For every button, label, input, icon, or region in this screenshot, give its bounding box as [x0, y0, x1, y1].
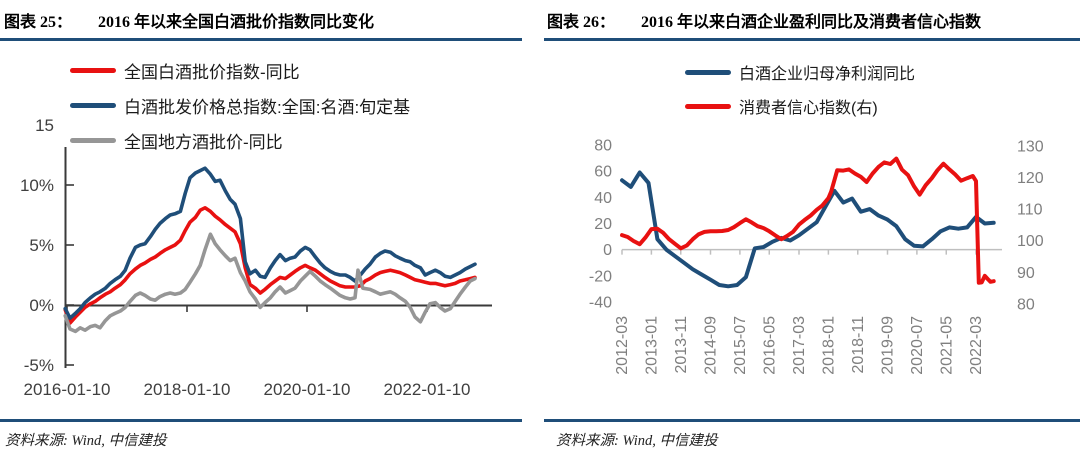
figure-number-label: 图表 25：	[4, 14, 73, 31]
svg-text:2020-07: 2020-07	[909, 316, 926, 375]
legend-item: 消费者信心指数(右)	[685, 94, 915, 118]
legend-item: 白酒批发价格总指数:全国:名酒:旬定基	[70, 93, 410, 118]
svg-text:120: 120	[1017, 170, 1044, 187]
svg-text:2022-01-10: 2022-01-10	[384, 380, 471, 399]
legend-item: 白酒企业归母净利润同比	[685, 60, 915, 84]
svg-text:2016-05: 2016-05	[761, 316, 778, 375]
title-rule	[0, 38, 522, 41]
svg-text:2019-09: 2019-09	[880, 316, 897, 375]
svg-text:-5%: -5%	[24, 356, 54, 375]
bottom-rule	[0, 419, 522, 422]
figure-number-label: 图表 26：	[547, 14, 616, 31]
svg-text:2016-01-10: 2016-01-10	[24, 380, 111, 399]
svg-text:2012-03: 2012-03	[614, 316, 631, 375]
svg-text:2021-05: 2021-05	[938, 316, 955, 375]
title-rule	[544, 38, 1080, 41]
svg-text:20: 20	[594, 216, 612, 233]
svg-text:15: 15	[35, 116, 54, 135]
figure-title-text: 2016 年以来白酒企业盈利同比及消费者信心指数	[641, 14, 982, 31]
svg-text:2017-03: 2017-03	[791, 316, 808, 375]
legend-label: 白酒批发价格总指数:全国:名酒:旬定基	[124, 98, 411, 117]
svg-text:2022-03: 2022-03	[968, 316, 985, 375]
legend-line-swatch	[685, 103, 731, 109]
legend-label: 白酒企业归母净利润同比	[739, 66, 916, 83]
svg-text:2020-01-10: 2020-01-10	[264, 380, 351, 399]
legend-item: 全国地方酒批价-同比	[70, 128, 410, 153]
svg-text:-40: -40	[589, 294, 612, 311]
svg-text:80: 80	[1017, 296, 1035, 313]
svg-text:2013-01: 2013-01	[643, 316, 660, 375]
legend-line-swatch	[70, 103, 116, 108]
svg-text:2014-09: 2014-09	[703, 316, 720, 375]
figure-26-title: 图表 26： 2016 年以来白酒企业盈利同比及消费者信心指数	[547, 8, 981, 32]
legend-label: 全国白酒批价指数-同比	[124, 63, 300, 82]
figure-25-title: 图表 25： 2016 年以来全国白酒批价指数同比变化	[4, 8, 374, 32]
legend-label: 全国地方酒批价-同比	[124, 133, 283, 152]
svg-text:40: 40	[594, 190, 612, 207]
source-note: 资料来源: Wind, 中信建投	[556, 433, 718, 449]
svg-text:-20: -20	[589, 268, 612, 285]
figure-25-panel: 图表 25： 2016 年以来全国白酒批价指数同比变化 全国白酒批价指数-同比 白…	[0, 8, 522, 449]
figure-26-panel: 图表 26： 2016 年以来白酒企业盈利同比及消费者信心指数 白酒企业归母净利润…	[540, 0, 1080, 456]
figure-title-text: 2016 年以来全国白酒批价指数同比变化	[98, 14, 375, 31]
svg-text:110: 110	[1017, 202, 1043, 219]
bottom-rule	[544, 419, 1080, 422]
svg-text:2018-01: 2018-01	[820, 316, 837, 375]
svg-text:80: 80	[594, 138, 612, 155]
legend-item: 全国白酒批价指数-同比	[70, 58, 410, 83]
svg-text:0: 0	[603, 242, 612, 259]
source-note: 资料来源: Wind, 中信建投	[5, 433, 167, 449]
figure-25-legend: 全国白酒批价指数-同比 白酒批发价格总指数:全国:名酒:旬定基 全国地方酒批价-…	[70, 58, 410, 163]
svg-text:130: 130	[1017, 139, 1044, 156]
legend-line-swatch	[70, 68, 116, 73]
legend-label: 消费者信心指数(右)	[739, 100, 878, 117]
svg-text:90: 90	[1017, 265, 1035, 282]
figure-26-legend: 白酒企业归母净利润同比 消费者信心指数(右)	[685, 60, 915, 128]
legend-line-swatch	[685, 69, 731, 75]
svg-text:2018-11: 2018-11	[850, 316, 867, 374]
legend-line-swatch	[70, 138, 116, 143]
svg-text:2018-01-10: 2018-01-10	[144, 380, 231, 399]
svg-text:10%: 10%	[20, 176, 54, 195]
svg-text:60: 60	[594, 164, 612, 181]
svg-text:0%: 0%	[29, 296, 54, 315]
svg-text:2013-11: 2013-11	[673, 316, 690, 374]
svg-text:100: 100	[1017, 233, 1044, 250]
svg-text:5%: 5%	[29, 236, 54, 255]
svg-text:2015-07: 2015-07	[732, 316, 749, 375]
